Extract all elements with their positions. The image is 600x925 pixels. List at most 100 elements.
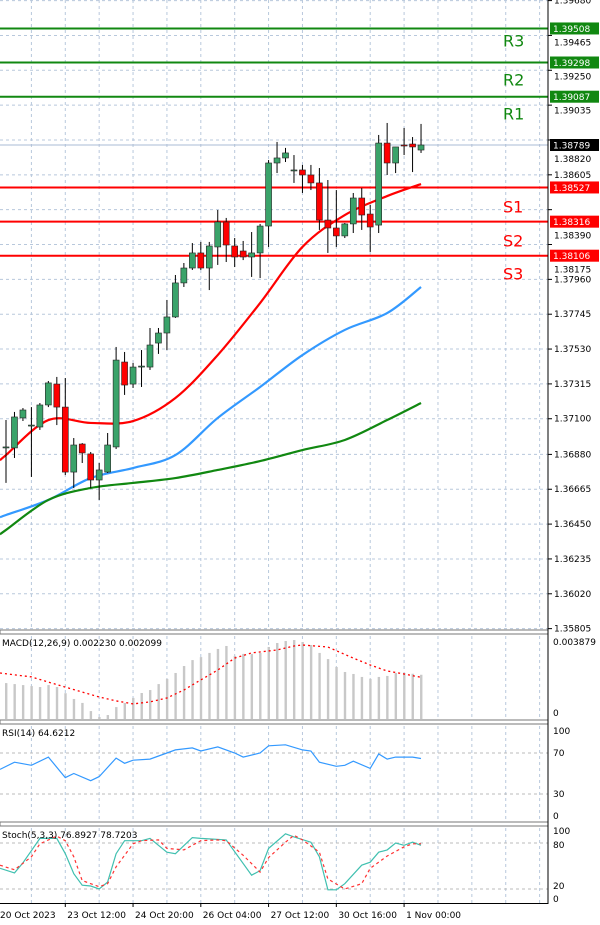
- candle-body: [180, 267, 188, 284]
- candle: [290, 155, 298, 183]
- candle: [239, 240, 247, 261]
- macd-bar: [174, 672, 177, 719]
- time-tick-label: 1 Nov 00:00: [406, 911, 461, 921]
- candle: [316, 168, 323, 230]
- moving-average-red: [0, 183, 422, 462]
- moving-average-green: [0, 402, 422, 536]
- level-s2-tag: [550, 215, 599, 228]
- macd-bar: [233, 655, 237, 719]
- price-tick-label: 1.37530: [554, 345, 591, 355]
- macd-bar: [326, 659, 330, 719]
- candle: [163, 299, 171, 351]
- candle-body: [214, 221, 222, 248]
- candle-body: [53, 383, 61, 408]
- stoch-main-line: [0, 833, 422, 891]
- price-tick-label: 1.37745: [554, 310, 591, 320]
- macd-signal-line: [0, 644, 422, 705]
- macd-bar: [318, 652, 321, 719]
- stoch-axis-label: 80: [553, 841, 565, 851]
- candle: [214, 209, 222, 265]
- macd-bar: [115, 707, 118, 719]
- candle-body: [239, 250, 247, 258]
- candle-body: [333, 227, 340, 237]
- level-label-r1: R1: [503, 105, 524, 124]
- candle-body: [2, 446, 10, 449]
- candle-body: [36, 404, 44, 428]
- macd-bar: [369, 678, 372, 719]
- candle-body: [129, 366, 137, 385]
- level-s3-tag: [550, 249, 599, 262]
- candle-body: [383, 142, 391, 164]
- rsi-label: RSI(14) 64.6212: [2, 729, 75, 739]
- macd-bar: [377, 676, 381, 719]
- candle-body: [256, 225, 264, 254]
- panel-separator: [0, 719, 549, 725]
- stoch-axis-label: 100: [553, 827, 570, 837]
- macd-bar: [225, 645, 228, 719]
- candle-body: [138, 365, 145, 368]
- candle: [61, 378, 69, 475]
- macd-axis-label: 0.003879: [553, 638, 596, 648]
- candle: [104, 433, 111, 474]
- candle-body: [28, 424, 35, 427]
- price-tick-label: 1.37100: [554, 415, 591, 425]
- candle-body: [324, 219, 332, 229]
- level-r2-tag-text: 1.39298: [553, 59, 590, 69]
- candle-body: [358, 197, 366, 216]
- current-price-tag: [550, 139, 599, 151]
- level-label-s1: S1: [503, 197, 523, 216]
- candle-body: [341, 223, 349, 237]
- price-tick-label: 1.36020: [554, 590, 591, 600]
- candle-body: [409, 143, 416, 148]
- candle-body: [78, 443, 86, 454]
- moving-averages: [0, 183, 422, 536]
- candle: [282, 147, 289, 163]
- candle-body: [417, 144, 425, 151]
- candle: [324, 180, 332, 253]
- macd-bar: [64, 693, 67, 719]
- candle-body: [87, 453, 94, 481]
- stoch-axis-label: 0: [553, 895, 559, 905]
- candle-body: [205, 245, 213, 269]
- candle: [265, 160, 272, 247]
- candle: [205, 241, 213, 291]
- macd-bar: [81, 702, 84, 719]
- macd-bar: [157, 684, 160, 719]
- macd-bar: [343, 671, 347, 719]
- time-tick-label: 24 Oct 20:00: [135, 911, 194, 921]
- macd-label: MACD(12,26,9) 0.002230 0.002099: [2, 639, 162, 649]
- price-tick-label: 1.38390: [554, 232, 591, 242]
- candle-body: [366, 213, 374, 228]
- current-price-tag-text: 1.38789: [553, 142, 590, 152]
- macd-bar: [30, 686, 33, 719]
- candle: [341, 222, 349, 239]
- candle: [189, 243, 196, 270]
- macd-bar: [72, 698, 76, 719]
- candle: [333, 190, 340, 247]
- candle-body: [349, 197, 357, 225]
- price-tick-label: 1.39035: [554, 107, 591, 117]
- macd-bar: [352, 673, 355, 719]
- macd-bar: [309, 644, 313, 719]
- price-tick-label: 1.39250: [554, 73, 591, 83]
- candle: [299, 164, 306, 193]
- candle: [78, 443, 86, 463]
- macd-bar: [5, 683, 8, 719]
- candle: [375, 134, 382, 234]
- macd-bar: [386, 675, 389, 719]
- macd-bar: [55, 687, 59, 719]
- macd-bar: [284, 641, 287, 719]
- macd-axis-label: 0: [553, 709, 559, 719]
- time-tick-label: 23 Oct 12:00: [67, 911, 126, 921]
- candle: [400, 127, 408, 156]
- macd-bar: [411, 673, 414, 719]
- macd-bar: [259, 652, 262, 719]
- moving-average-blue: [0, 286, 422, 519]
- candle: [349, 192, 357, 234]
- macd-bar: [250, 653, 254, 719]
- stoch-label: Stoch(5,3,3) 76.8927 78.7203: [2, 831, 137, 841]
- macd-bar: [242, 653, 245, 719]
- candle: [180, 262, 188, 287]
- candle: [366, 204, 374, 252]
